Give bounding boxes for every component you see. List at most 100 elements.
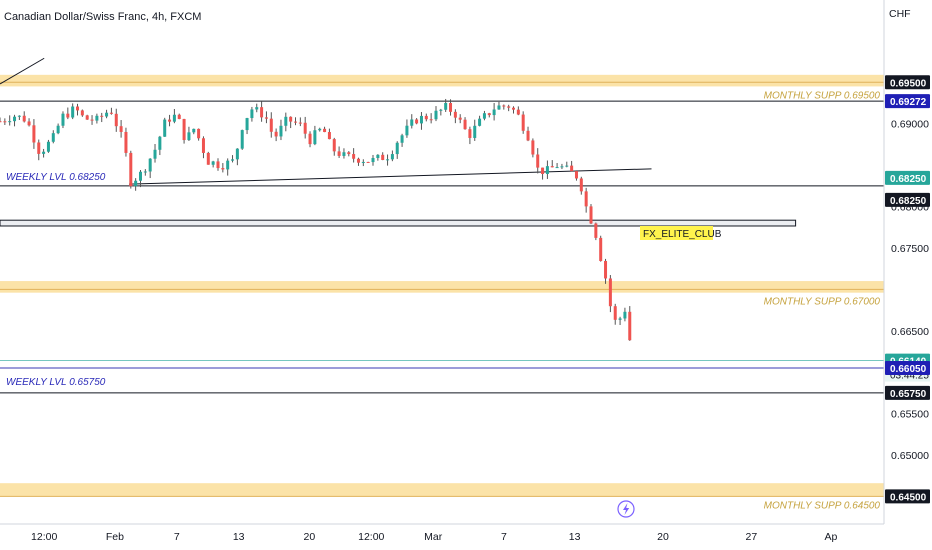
monthly-zone xyxy=(0,483,884,497)
candle-up xyxy=(313,130,317,145)
candle-down xyxy=(458,117,462,120)
candle-down xyxy=(274,131,278,137)
price-tag-label: 0.65750 xyxy=(890,389,927,400)
candle-down xyxy=(221,168,225,170)
candle-up xyxy=(42,151,46,154)
price-tag-label: 0.69272 xyxy=(890,97,927,108)
x-tick-label: 7 xyxy=(501,531,507,543)
candle-down xyxy=(129,152,133,187)
currency-label: CHF xyxy=(889,8,911,20)
candle-up xyxy=(46,141,50,152)
candle-up xyxy=(138,171,142,181)
candle-down xyxy=(124,131,128,153)
price-tag-label: 0.69500 xyxy=(890,78,927,89)
candle-up xyxy=(71,106,75,118)
candle-down xyxy=(337,151,341,156)
candle-up xyxy=(231,159,235,161)
candle-down xyxy=(570,165,574,172)
candle-up xyxy=(492,109,496,116)
candle-up xyxy=(8,121,12,123)
x-tick-label: 7 xyxy=(174,531,180,543)
candle-up xyxy=(386,159,390,161)
time-axis: 12:00 Feb 7 13 20 12:00 Mar 7 13 20 27 Ap xyxy=(31,531,837,543)
candle-up xyxy=(473,125,477,138)
candle-up xyxy=(95,115,99,121)
candle-down xyxy=(449,102,453,112)
weekly-level-label: WEEKLY LVL 0.65750 xyxy=(6,377,106,388)
candle-up xyxy=(376,154,380,158)
candle-up xyxy=(158,136,162,150)
candle-down xyxy=(100,115,104,117)
price-tag-label: 0.68250 xyxy=(890,174,927,185)
candle-up xyxy=(439,109,443,111)
candle-down xyxy=(604,260,608,279)
candle-up xyxy=(61,113,65,126)
candle-down xyxy=(599,237,603,261)
price-tag xyxy=(885,385,930,400)
candle-down xyxy=(0,121,2,123)
candle-up xyxy=(226,160,230,170)
club-badge-text: FX_ELITE_CLUB xyxy=(643,229,722,240)
candle-down xyxy=(323,128,327,133)
candle-down xyxy=(182,118,186,141)
candle-up xyxy=(444,102,448,110)
candle-up xyxy=(279,125,283,137)
candle-up xyxy=(148,158,152,172)
candle-up xyxy=(51,133,55,142)
candle-down xyxy=(453,111,457,118)
replay-button[interactable] xyxy=(617,500,635,518)
candle-down xyxy=(356,158,360,163)
candle-up xyxy=(284,116,288,126)
candle-up xyxy=(497,105,501,110)
candle-down xyxy=(608,278,612,307)
price-axis: 0.690000.680000.675000.665000.655000.650… xyxy=(891,119,929,462)
candle-down xyxy=(594,223,598,238)
y-tick-label: 0.65000 xyxy=(891,450,929,462)
candle-up xyxy=(342,152,346,156)
monthly-zone-label: MONTHLY SUPP 0.67000 xyxy=(764,297,881,308)
candle-down xyxy=(502,105,506,107)
price-axis-panel[interactable] xyxy=(884,0,932,550)
candle-down xyxy=(289,116,293,122)
price-tag xyxy=(885,361,930,376)
candle-down xyxy=(511,107,515,110)
candle-up xyxy=(555,167,559,169)
candle-down xyxy=(415,119,419,124)
candle-up xyxy=(255,107,259,110)
candle-up xyxy=(545,166,549,174)
candle-up xyxy=(134,180,138,187)
candle-up xyxy=(56,125,60,134)
candle-up xyxy=(211,161,215,165)
candle-down xyxy=(308,133,312,145)
x-tick-label: 27 xyxy=(746,531,758,543)
candle-down xyxy=(85,115,89,120)
candle-down xyxy=(303,122,307,134)
candle-down xyxy=(168,119,172,122)
candle-up xyxy=(250,109,254,119)
candle-down xyxy=(424,115,428,120)
candle-down xyxy=(119,126,123,132)
candle-down xyxy=(177,114,181,119)
price-tag xyxy=(885,489,930,504)
candle-up xyxy=(482,113,486,119)
candle-down xyxy=(579,178,583,192)
candle-up xyxy=(240,130,244,149)
gray-resistance-zone xyxy=(0,219,797,227)
y-tick-label: 0.65500 xyxy=(891,409,929,421)
x-tick-label: Mar xyxy=(424,531,443,543)
candle-down xyxy=(216,161,220,169)
candle-down xyxy=(507,106,511,108)
candle-down xyxy=(526,130,530,141)
x-tick-label: 20 xyxy=(304,531,316,543)
price-tag xyxy=(885,94,930,109)
candle-down xyxy=(298,122,302,124)
price-tag-label: 0.66050 xyxy=(890,364,927,375)
x-tick-label: 12:00 xyxy=(31,531,57,543)
candle-up xyxy=(395,142,399,155)
candle-layer xyxy=(0,98,632,341)
price-tag xyxy=(885,75,930,90)
candle-down xyxy=(536,154,540,168)
candle-up xyxy=(318,128,322,131)
candle-down xyxy=(66,113,70,118)
